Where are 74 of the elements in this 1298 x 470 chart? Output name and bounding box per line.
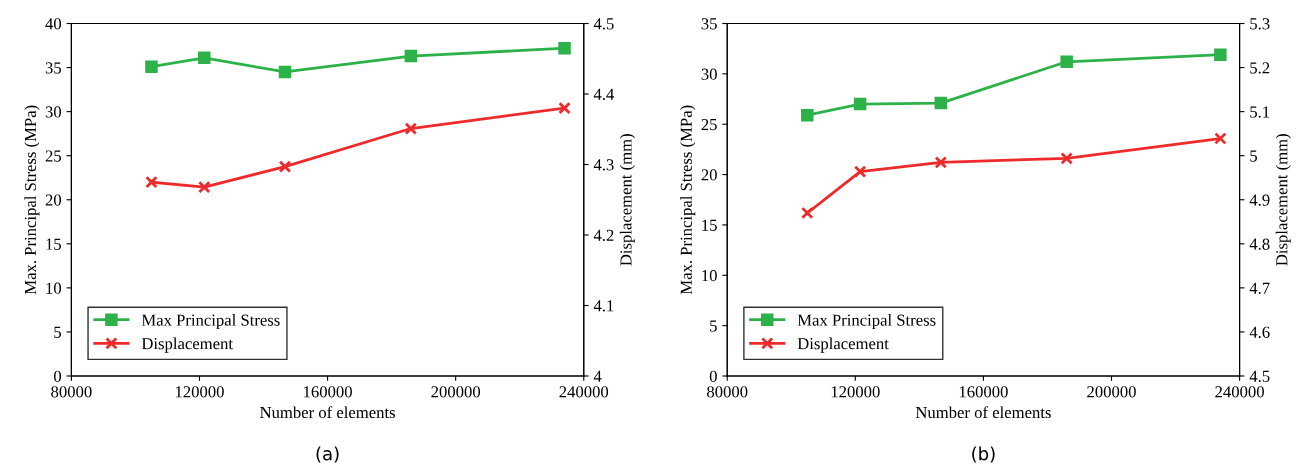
- y2-axis-title: Displacement (mm): [1275, 134, 1291, 266]
- y-axis-title: Max. Principal Stress (MPa): [680, 105, 696, 295]
- point: [1060, 55, 1073, 69]
- y-tick-label: 0: [709, 370, 717, 382]
- point: [853, 97, 867, 111]
- y-tick-label: 35: [701, 18, 717, 30]
- point: [801, 108, 814, 122]
- y2-axis-title: Displacement (mm): [619, 134, 635, 266]
- point: [278, 160, 292, 173]
- y-tick-label: 35: [45, 62, 62, 74]
- x-tick-label: 120000: [831, 386, 880, 398]
- point: [1060, 152, 1073, 165]
- y-tick-label: 15: [702, 219, 717, 231]
- point: [934, 156, 948, 169]
- y-tick-label: 15: [46, 238, 62, 250]
- point: [558, 41, 571, 55]
- y2-tick-label: 4.2: [593, 229, 614, 242]
- x-tick-label: 80000: [707, 386, 748, 398]
- y2-tick-label: 4: [593, 370, 602, 382]
- text: (a): [316, 446, 339, 463]
- y2-tick-label: 4.5: [1249, 370, 1270, 383]
- y-tick-label: 10: [46, 282, 62, 294]
- x-axis-title: Number of elements: [915, 406, 1051, 419]
- x-tick-label: 160000: [304, 386, 352, 398]
- point: [558, 101, 571, 115]
- y-axis-title: Max. Principal Stress (MPa): [24, 105, 40, 295]
- y2-tick-label: 5.3: [1250, 18, 1270, 30]
- legend-label: Max Principal Stress: [141, 314, 280, 330]
- y2-tick-label: 4.7: [1249, 282, 1270, 294]
- x-tick-label: 200000: [431, 386, 481, 398]
- point: [853, 165, 867, 178]
- x-axis-title: Number of elements: [260, 406, 395, 419]
- y2-tick-label: 4.4: [593, 88, 615, 101]
- legend-label: Max Principal Stress: [797, 314, 936, 330]
- point: [145, 60, 158, 73]
- x-tick-label: 240000: [1215, 386, 1264, 398]
- point: [404, 122, 418, 135]
- y2-tick-label: 4.9: [1249, 194, 1270, 206]
- y2-tick-label: 4.5: [593, 18, 614, 30]
- y-tick-label: 0: [53, 370, 62, 382]
- y-tick-label: 5: [54, 326, 62, 338]
- y2-tick-label: 4.6: [1249, 326, 1270, 338]
- point: [198, 180, 211, 194]
- point: [198, 51, 211, 65]
- y2-tick-label: 5: [1250, 150, 1257, 162]
- point: [145, 175, 158, 189]
- point: [404, 49, 418, 63]
- legend-label: Displacement: [797, 337, 889, 353]
- x-tick-label: 160000: [959, 386, 1008, 398]
- point: [934, 96, 948, 110]
- y-tick-label: 30: [701, 68, 717, 80]
- y2-tick-label: 4.1: [593, 300, 614, 312]
- point: [278, 65, 292, 79]
- text: (b): [972, 446, 995, 463]
- legend-label: Displacement: [141, 337, 233, 353]
- y2-tick-label: 5.2: [1250, 62, 1270, 74]
- point: [801, 206, 814, 220]
- x-tick-label: 240000: [559, 386, 609, 398]
- y-tick-label: 25: [45, 150, 62, 162]
- y-tick-label: 5: [710, 320, 717, 332]
- y2-tick-label: 4.8: [1249, 238, 1270, 250]
- y-tick-label: 40: [45, 18, 62, 30]
- y-tick-label: 30: [45, 106, 62, 118]
- y2-tick-label: 4.3: [593, 159, 614, 171]
- y-tick-label: 20: [45, 194, 62, 206]
- x-tick-label: 80000: [51, 386, 92, 398]
- point: [1214, 48, 1227, 61]
- y2-tick-label: 5.1: [1250, 106, 1270, 118]
- y-tick-label: 20: [701, 169, 717, 181]
- x-tick-label: 200000: [1087, 386, 1136, 398]
- y-tick-label: 10: [702, 269, 717, 282]
- point: [1214, 132, 1227, 145]
- y-tick-label: 25: [701, 118, 717, 131]
- x-tick-label: 120000: [175, 386, 224, 398]
